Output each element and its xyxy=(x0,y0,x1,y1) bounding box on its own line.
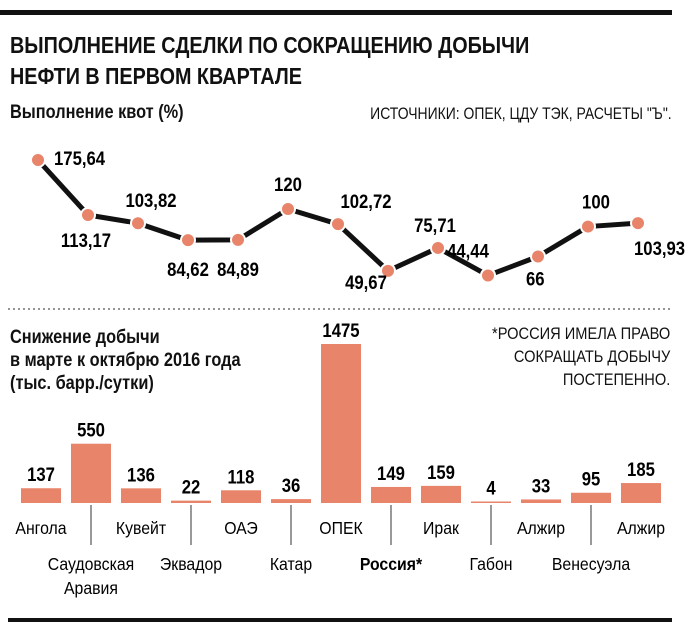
source-text: ИСТОЧНИКИ: ОПЕК, ЦДУ ТЭК, РАСЧЕТЫ "Ъ". xyxy=(370,104,672,123)
bar xyxy=(21,488,61,503)
bar xyxy=(121,488,161,503)
data-point xyxy=(380,262,396,279)
title-line: (тыс. барр./сутки) xyxy=(10,373,154,394)
category-label: Кувейт xyxy=(116,518,166,538)
data-label: 102,72 xyxy=(340,191,391,212)
bar-value-label: 95 xyxy=(582,469,601,490)
data-label: 49,67 xyxy=(345,272,387,293)
title-line: НЕФТИ В ПЕРВОМ КВАРТАЛЕ xyxy=(10,63,302,89)
category-label: Венесуэла xyxy=(552,554,631,574)
category-label: Россия* xyxy=(360,554,423,574)
top-rule xyxy=(0,10,672,15)
category-label: Ангола xyxy=(15,518,67,538)
bar-value-label: 4 xyxy=(486,478,495,499)
bar-value-label: 149 xyxy=(377,463,405,484)
bar xyxy=(71,443,111,503)
data-label: 84,62 xyxy=(167,259,209,280)
data-label: 66 xyxy=(526,268,545,289)
bar-value-label: 550 xyxy=(77,420,105,441)
bar xyxy=(271,499,311,503)
note-line: ПОСТЕПЕННО. xyxy=(562,370,670,389)
title-line: в марте к октябрю 2016 года xyxy=(10,350,241,371)
data-point xyxy=(330,216,346,233)
category-label: Алжир xyxy=(617,518,665,538)
data-label: 75,71 xyxy=(414,215,456,236)
data-point xyxy=(280,200,296,217)
category-label: ОАЭ xyxy=(224,518,258,538)
data-point xyxy=(180,232,196,249)
data-label: 113,17 xyxy=(61,230,111,251)
bar xyxy=(221,490,261,503)
category-label: Саудовская xyxy=(48,554,134,574)
data-label: 103,82 xyxy=(125,190,176,211)
bar xyxy=(521,499,561,503)
chart-title: ВЫПОЛНЕНИЕ СДЕЛКИ ПО СОКРАЩЕНИЮ ДОБЫЧИ НЕ… xyxy=(10,30,529,92)
data-point xyxy=(630,215,646,232)
bar xyxy=(421,485,461,503)
data-point xyxy=(480,267,496,284)
data-label: 100 xyxy=(582,192,610,213)
category-label: Алжир xyxy=(517,518,565,538)
note-line: *РОССИЯ ИМЕЛА ПРАВО xyxy=(491,324,670,343)
bar-value-label: 36 xyxy=(282,475,301,496)
note-line: СОКРАЩАТЬ ДОБЫЧУ xyxy=(513,347,670,366)
bar-value-label: 118 xyxy=(228,466,255,487)
data-label: 120 xyxy=(274,174,302,195)
title-line: Снижение добычи xyxy=(10,327,160,348)
bar-value-label: 137 xyxy=(27,464,55,485)
data-point xyxy=(80,206,96,223)
bar-value-label: 22 xyxy=(182,477,201,498)
title-line: ВЫПОЛНЕНИЕ СДЕЛКИ ПО СОКРАЩЕНИЮ ДОБЫЧИ xyxy=(10,32,530,58)
line-chart-title: Выполнение квот (%) xyxy=(10,102,184,123)
bar xyxy=(471,501,511,503)
data-label: 175,64 xyxy=(54,148,105,169)
data-label: 44,44 xyxy=(447,240,489,261)
data-point xyxy=(130,215,146,232)
bar xyxy=(621,483,661,503)
bar-value-label: 136 xyxy=(127,464,155,485)
bar-value-label: 159 xyxy=(427,462,455,483)
bar xyxy=(171,500,211,503)
data-label: 103,93 xyxy=(634,238,685,259)
data-point xyxy=(430,239,446,256)
bar xyxy=(571,492,611,503)
footnote: *РОССИЯ ИМЕЛА ПРАВО СОКРАЩАТЬ ДОБЫЧУ ПОС… xyxy=(492,322,670,391)
category-label: Ирак xyxy=(423,518,459,538)
bar-chart-title: Снижение добычи в марте к октябрю 2016 г… xyxy=(10,326,241,395)
data-point xyxy=(230,231,246,248)
data-point xyxy=(530,248,546,265)
category-label: Аравия xyxy=(64,578,118,598)
bar-value-label: 33 xyxy=(532,475,551,496)
data-point xyxy=(580,218,596,235)
data-label: 84,89 xyxy=(217,259,259,280)
category-label: Габон xyxy=(469,554,512,574)
category-label: Катар xyxy=(270,554,312,574)
bar xyxy=(371,486,411,503)
bar-value-label: 185 xyxy=(627,459,655,480)
bar xyxy=(321,344,361,503)
bar-value-label: 1475 xyxy=(322,320,359,341)
category-label: Эквадор xyxy=(160,554,222,574)
data-point xyxy=(30,152,46,168)
category-label: ОПЕК xyxy=(319,518,363,538)
